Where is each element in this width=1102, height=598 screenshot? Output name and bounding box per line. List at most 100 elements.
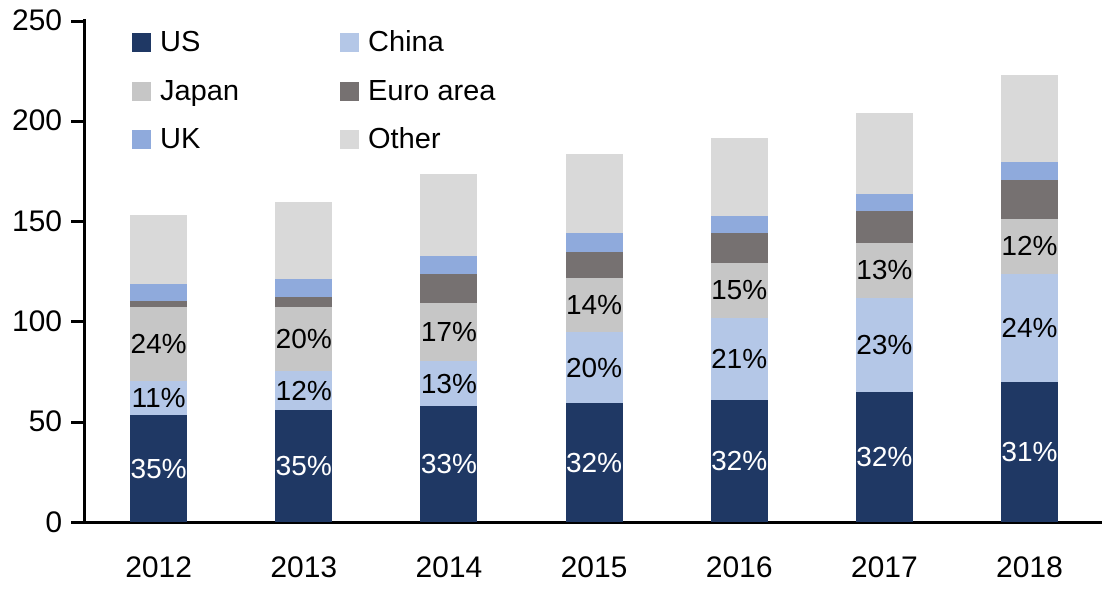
bar-segment-label: 14%: [565, 288, 623, 320]
legend-item-japan: Japan: [132, 75, 239, 107]
y-axis-tick-label: 150: [11, 204, 62, 238]
bar-segment-uk: [855, 193, 913, 211]
bar-segment-label: 15%: [711, 274, 768, 306]
bar-segment-japan: [710, 262, 768, 318]
bar-segment-label: 17%: [420, 315, 477, 347]
bar-segment-other: [275, 201, 333, 279]
legend-swatch-euro-area-icon: [340, 81, 359, 101]
legend-swatch-other-icon: [340, 129, 359, 149]
x-axis-category-label: 2014: [415, 551, 483, 584]
bar-segment-euro-area: [420, 273, 478, 303]
y-axis-tick: [71, 420, 84, 424]
bar-segment-us: [710, 400, 768, 523]
y-axis-tick-label: 0: [45, 505, 62, 539]
bar-segment-china: [130, 381, 188, 416]
legend-swatch-us-icon: [132, 32, 151, 52]
bar-segment-japan: [855, 242, 913, 298]
bar-segment-euro-area: [130, 300, 188, 307]
bar-segment-china: [420, 361, 478, 407]
bar-segment-china: [1000, 273, 1058, 383]
bar-segment-label: 12%: [1001, 230, 1058, 262]
legend-swatch-uk-icon: [132, 129, 151, 149]
bar-segment-china: [710, 317, 768, 401]
legend-item-euro-area: Euro area: [340, 75, 495, 107]
bar-segment-us: [275, 410, 333, 523]
x-axis-category-label: 2016: [705, 551, 773, 584]
bar-segment-china: [275, 371, 333, 411]
bar-segment-euro-area: [855, 210, 913, 243]
legend-label-japan: Japan: [160, 75, 240, 107]
bar-segment-uk: [565, 232, 623, 252]
legend-label-china: China: [368, 26, 444, 58]
bar-segment-label: 20%: [565, 351, 623, 383]
legend-label-euro-area: Euro area: [368, 75, 496, 107]
bar-segment-label: 31%: [1001, 436, 1058, 468]
bar-segment-china: [565, 331, 623, 404]
x-axis-category-label: 2015: [560, 551, 628, 584]
bar-segment-label: 32%: [856, 441, 913, 473]
bar-segment-label: 33%: [420, 448, 477, 480]
bar-segment-label: 32%: [711, 445, 768, 477]
x-axis-line: [71, 521, 1102, 524]
x-axis-category-label: 2013: [270, 551, 338, 584]
legend-swatch-japan-icon: [132, 81, 151, 101]
y-axis-tick: [71, 521, 84, 524]
y-axis-line: [83, 19, 86, 524]
bar-segment-label: 32%: [565, 446, 623, 478]
x-axis-category-label: 2018: [996, 551, 1063, 584]
bar-segment-other: [1000, 75, 1058, 163]
bar-segment-label: 13%: [420, 367, 477, 399]
legend-item-uk: UK: [132, 123, 200, 155]
y-axis-tick: [71, 119, 84, 123]
y-axis-tick: [71, 320, 84, 324]
bar-segment-china: [855, 297, 913, 393]
legend-label-other: Other: [368, 123, 441, 155]
bar-segment-label: 35%: [130, 452, 187, 484]
bar-segment-label: 13%: [856, 254, 913, 286]
bar-segment-other: [420, 174, 478, 256]
legend-label-us: US: [160, 26, 201, 58]
legend-item-china: China: [340, 26, 444, 58]
x-axis-category-label: 2012: [125, 551, 192, 584]
bar-segment-japan: [565, 277, 623, 332]
bar-segment-japan: [275, 306, 333, 372]
bar-segment-label: 12%: [275, 374, 332, 406]
legend-label-uk: UK: [160, 123, 201, 155]
bar-segment-other: [710, 138, 768, 216]
bar-segment-euro-area: [275, 296, 333, 307]
bar-segment-uk: [1000, 162, 1058, 181]
bar-segment-other: [565, 154, 623, 233]
bar-segment-label: 11%: [131, 382, 186, 414]
bar-segment-euro-area: [1000, 180, 1058, 219]
bar-segment-label: 35%: [275, 450, 332, 482]
bar-segment-euro-area: [565, 251, 623, 278]
bar-segment-other: [130, 214, 188, 284]
bar-segment-uk: [130, 283, 188, 301]
y-axis-tick-label: 50: [28, 405, 62, 439]
legend-swatch-china-icon: [340, 32, 359, 52]
x-axis-category-label: 2017: [850, 551, 918, 584]
bar-segment-us: [130, 415, 188, 523]
bar-segment-japan: [130, 306, 188, 382]
bar-segment-label: 23%: [856, 328, 913, 360]
y-axis-tick-label: 250: [11, 4, 62, 37]
bar-segment-uk: [710, 215, 768, 233]
bar-segment-japan: [1000, 218, 1058, 274]
bar-segment-label: 24%: [130, 327, 187, 359]
bar-segment-label: 21%: [711, 343, 768, 374]
y-axis-tick-label: 200: [11, 104, 62, 138]
bar-segment-uk: [275, 278, 333, 297]
bar-segment-us: [420, 406, 478, 523]
y-axis-tick: [71, 220, 84, 224]
y-axis-tick-label: 100: [11, 304, 62, 338]
bar-segment-us: [1000, 382, 1058, 523]
y-axis-tick: [71, 19, 84, 23]
bar-segment-uk: [420, 255, 478, 274]
bar-segment-euro-area: [710, 232, 768, 263]
bar-segment-label: 20%: [275, 322, 332, 354]
bar-segment-us: [565, 403, 623, 523]
bar-segment-us: [855, 392, 913, 523]
bar-segment-japan: [420, 302, 478, 361]
bar-segment-label: 24%: [1001, 311, 1058, 343]
